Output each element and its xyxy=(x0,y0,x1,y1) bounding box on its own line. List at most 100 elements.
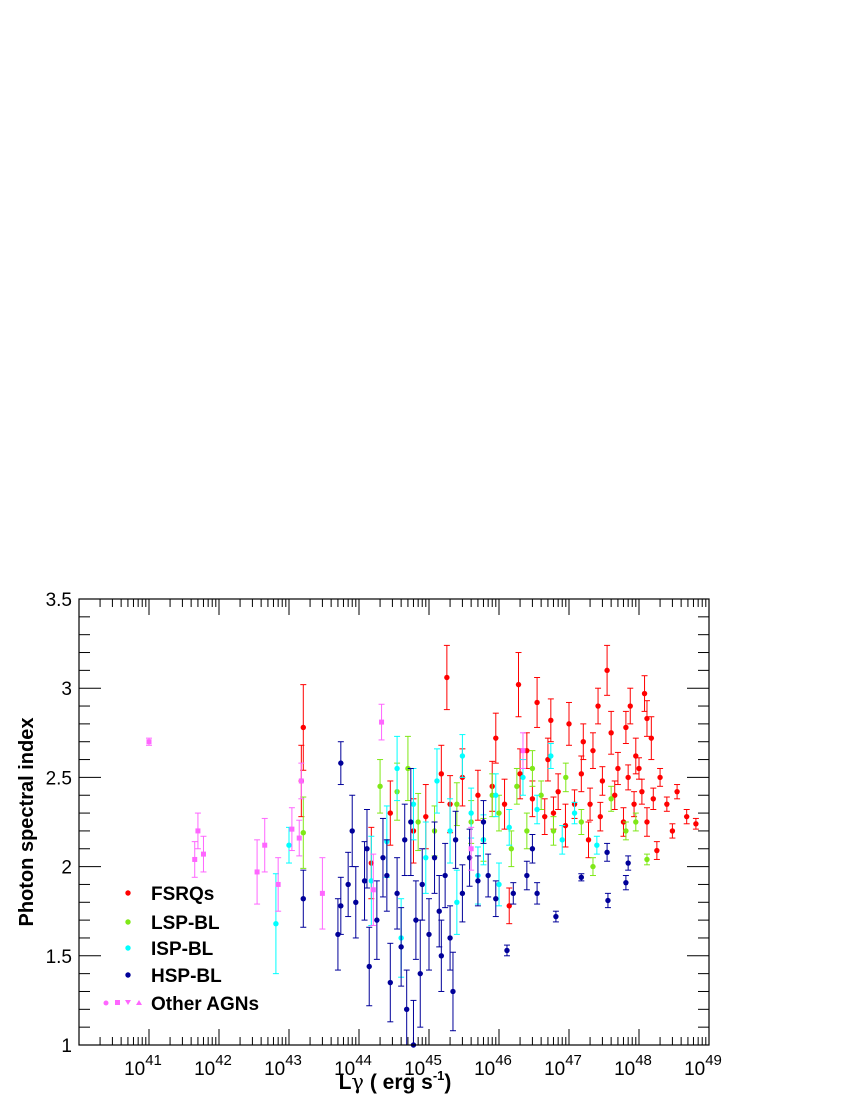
x-tick-base: 10 xyxy=(334,1059,355,1080)
data-point xyxy=(452,837,459,843)
legend-marker xyxy=(125,919,131,925)
x-tick-base: 10 xyxy=(474,1059,495,1080)
data-point xyxy=(623,828,629,834)
x-tick-base: 10 xyxy=(544,1059,565,1080)
data-point xyxy=(300,724,306,731)
data-marks xyxy=(146,644,699,1048)
x-tick-exp: 43 xyxy=(285,1052,302,1069)
data-point xyxy=(578,771,585,777)
data-point xyxy=(475,878,481,884)
x-tick-label: 1043 xyxy=(264,1052,302,1080)
data-point xyxy=(605,897,611,904)
x-tick-label: 1046 xyxy=(474,1052,512,1080)
data-point xyxy=(648,735,655,741)
x-tick-exp: 42 xyxy=(215,1052,232,1069)
data-point xyxy=(493,735,499,741)
data-point xyxy=(286,842,292,848)
x-tick-label: 1047 xyxy=(544,1052,582,1080)
x-tick-base: 10 xyxy=(124,1059,145,1080)
data-point xyxy=(192,856,198,862)
data-point xyxy=(517,771,523,777)
x-tick-exp: 48 xyxy=(635,1052,652,1069)
data-point xyxy=(636,765,642,772)
data-point xyxy=(641,690,648,697)
data-point xyxy=(454,899,460,905)
data-point xyxy=(542,813,548,820)
y-tick-label: 2 xyxy=(61,858,72,879)
data-point xyxy=(615,765,621,772)
data-point xyxy=(555,788,561,795)
data-point xyxy=(447,935,453,941)
data-point xyxy=(524,747,530,754)
data-point xyxy=(387,810,394,816)
data-point xyxy=(515,681,522,688)
data-point xyxy=(423,854,429,861)
data-point xyxy=(402,837,408,843)
data-point xyxy=(563,774,569,781)
x-tick-label: 1045 xyxy=(404,1052,442,1080)
data-point xyxy=(562,822,569,829)
data-point xyxy=(534,806,540,813)
data-point xyxy=(594,842,600,848)
data-point xyxy=(623,724,629,731)
x-tick-base: 10 xyxy=(614,1059,635,1080)
legend-label: LSP-BL xyxy=(151,913,220,934)
data-point xyxy=(345,881,351,888)
x-axis-label: Lγ ( erg s-1) xyxy=(339,1068,452,1094)
data-point xyxy=(524,872,530,879)
data-point xyxy=(693,821,699,827)
x-axis-label-unit: ( erg s xyxy=(364,1071,433,1094)
data-point xyxy=(631,801,637,807)
data-point xyxy=(353,899,359,905)
legend: FSRQs LSP-BL ISP-BL HSP-BL Other AGNs xyxy=(103,884,259,1015)
x-axis-label-unit-exp: -1 xyxy=(433,1068,445,1083)
data-point xyxy=(370,887,376,893)
data-point xyxy=(520,774,526,781)
data-point xyxy=(644,715,650,722)
series-lsp-bl xyxy=(300,735,650,877)
data-point xyxy=(599,778,606,784)
data-point xyxy=(485,872,491,879)
legend-marker xyxy=(136,1000,142,1005)
data-point xyxy=(657,774,663,781)
data-point xyxy=(444,674,450,681)
data-point xyxy=(423,813,429,820)
legend-marker xyxy=(125,972,131,978)
data-point xyxy=(524,828,530,834)
data-point xyxy=(608,796,614,802)
data-point xyxy=(644,819,650,825)
data-point xyxy=(403,1006,410,1013)
data-point xyxy=(639,788,645,795)
data-point xyxy=(475,792,481,798)
series-other-agns xyxy=(146,703,526,930)
legend-marker xyxy=(125,890,131,896)
data-point xyxy=(493,792,499,798)
x-tick-exp: 45 xyxy=(425,1052,442,1069)
y-tick-label: 1 xyxy=(61,1036,72,1057)
data-point xyxy=(585,837,592,843)
data-point xyxy=(454,801,460,807)
x-tick-base: 10 xyxy=(194,1059,215,1080)
data-point xyxy=(394,890,400,897)
data-point xyxy=(459,890,466,897)
data-point xyxy=(625,860,631,866)
data-point xyxy=(408,819,414,825)
data-point xyxy=(553,913,559,920)
data-point xyxy=(508,846,515,852)
data-point xyxy=(398,944,404,950)
data-point xyxy=(298,778,304,784)
data-point xyxy=(548,753,554,759)
x-tick-label: 1048 xyxy=(614,1052,652,1080)
data-point xyxy=(597,813,604,820)
data-point xyxy=(545,756,551,763)
data-point xyxy=(650,796,656,802)
y-axis-label: Photon spectral index xyxy=(16,718,38,927)
data-point xyxy=(496,810,502,816)
data-point xyxy=(633,819,639,825)
data-point xyxy=(273,920,279,927)
tick-labels: 1041 1042 1043 1044 1045 1046 1047 1048 104911.5… xyxy=(46,590,722,1080)
y-tick-label: 3.5 xyxy=(46,590,72,611)
data-point xyxy=(514,783,520,790)
data-point xyxy=(431,854,438,861)
data-point xyxy=(468,810,474,816)
